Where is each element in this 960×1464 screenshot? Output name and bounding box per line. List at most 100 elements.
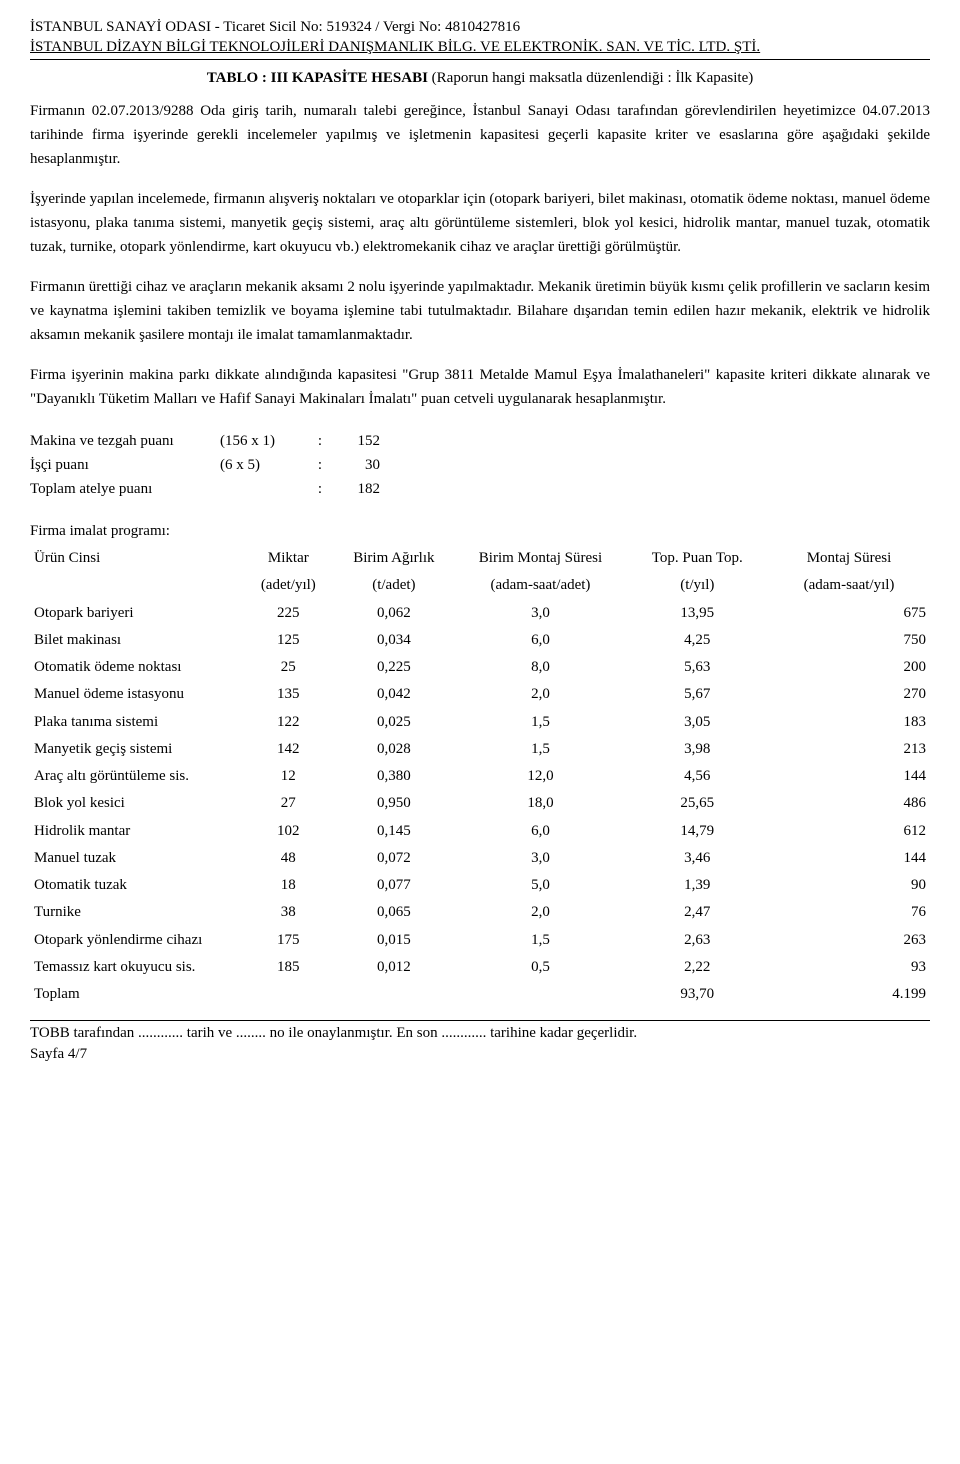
- th-sub: (t/adet): [333, 572, 454, 599]
- cell-birim-montaj: 5,0: [454, 872, 626, 899]
- cell-birim-montaj: 0,5: [454, 954, 626, 981]
- cell-montaj-suresi: 612: [768, 818, 930, 845]
- cell-montaj-suresi: 144: [768, 763, 930, 790]
- paragraph-3: Firmanın ürettiği cihaz ve araçların mek…: [30, 275, 930, 347]
- score-colon: :: [310, 477, 330, 501]
- cell-montaj-suresi: 76: [768, 899, 930, 926]
- table-row: Manyetik geçiş sistemi1420,0281,53,98213: [30, 736, 930, 763]
- cell-birim-agirlik: 0,225: [333, 654, 454, 681]
- cell-name: Araç altı görüntüleme sis.: [30, 763, 243, 790]
- cell-top-puan: 3,46: [627, 845, 768, 872]
- cell-birim-montaj: 8,0: [454, 654, 626, 681]
- cell-name: Manuel ödeme istasyonu: [30, 681, 243, 708]
- score-formula: (6 x 5): [220, 453, 310, 477]
- table-row: Araç altı görüntüleme sis.120,38012,04,5…: [30, 763, 930, 790]
- table-row: Blok yol kesici270,95018,025,65486: [30, 790, 930, 817]
- table-title-rest: (Raporun hangi maksatla düzenlendiği : İ…: [428, 70, 753, 86]
- cell-montaj-suresi: 183: [768, 709, 930, 736]
- cell-top-puan: 4,25: [627, 627, 768, 654]
- cell-birim-agirlik: 0,065: [333, 899, 454, 926]
- score-label: Toplam atelye puanı: [30, 477, 220, 501]
- header-line-1: İSTANBUL SANAYİ ODASI - Ticaret Sicil No…: [30, 18, 930, 38]
- cell-name: Bilet makinası: [30, 627, 243, 654]
- table-row: Plaka tanıma sistemi1220,0251,53,05183: [30, 709, 930, 736]
- table-header-row-2: (adet/yıl) (t/adet) (adam-saat/adet) (t/…: [30, 572, 930, 599]
- cell-name: Otomatik tuzak: [30, 872, 243, 899]
- cell-name: Blok yol kesici: [30, 790, 243, 817]
- th-birim-montaj: Birim Montaj Süresi: [454, 545, 626, 572]
- th-birim-agirlik: Birim Ağırlık: [333, 545, 454, 572]
- cell-name: Manyetik geçiş sistemi: [30, 736, 243, 763]
- cell-birim-agirlik: 0,028: [333, 736, 454, 763]
- score-value: 30: [330, 453, 380, 477]
- production-table: Ürün Cinsi Miktar Birim Ağırlık Birim Mo…: [30, 545, 930, 1008]
- score-formula: (156 x 1): [220, 429, 310, 453]
- program-title: Firma imalat programı:: [30, 519, 930, 543]
- cell-birim-agirlik: 0,015: [333, 927, 454, 954]
- score-label: İşçi puanı: [30, 453, 220, 477]
- cell-top-puan: 5,63: [627, 654, 768, 681]
- cell-top-puan: 13,95: [627, 600, 768, 627]
- cell-montaj-suresi: 200: [768, 654, 930, 681]
- th-urun: Ürün Cinsi: [30, 545, 243, 572]
- footer-line-1: TOBB tarafından ............ tarih ve ..…: [30, 1023, 930, 1044]
- total-tms: 4.199: [768, 981, 930, 1008]
- th-sub: [30, 572, 243, 599]
- cell-miktar: 12: [243, 763, 333, 790]
- cell-miktar: 18: [243, 872, 333, 899]
- cell-birim-montaj: 3,0: [454, 845, 626, 872]
- th-sub: (adam-saat/adet): [454, 572, 626, 599]
- total-tp: 93,70: [627, 981, 768, 1008]
- cell-montaj-suresi: 270: [768, 681, 930, 708]
- score-colon: :: [310, 429, 330, 453]
- score-table: Makina ve tezgah puanı (156 x 1) : 152 İ…: [30, 429, 930, 501]
- th-sub: (adet/yıl): [243, 572, 333, 599]
- score-value: 182: [330, 477, 380, 501]
- cell-birim-montaj: 1,5: [454, 927, 626, 954]
- cell-miktar: 122: [243, 709, 333, 736]
- cell-birim-agirlik: 0,145: [333, 818, 454, 845]
- cell-top-puan: 1,39: [627, 872, 768, 899]
- cell-name: Otomatik ödeme noktası: [30, 654, 243, 681]
- cell-name: Plaka tanıma sistemi: [30, 709, 243, 736]
- table-title: TABLO : III KAPASİTE HESABI (Raporun han…: [30, 70, 930, 87]
- cell-birim-agirlik: 0,380: [333, 763, 454, 790]
- table-total-row: Toplam 93,70 4.199: [30, 981, 930, 1008]
- table-row: Otomatik ödeme noktası250,2258,05,63200: [30, 654, 930, 681]
- cell-birim-montaj: 6,0: [454, 627, 626, 654]
- cell-name: Hidrolik mantar: [30, 818, 243, 845]
- table-row: Turnike380,0652,02,4776: [30, 899, 930, 926]
- cell-montaj-suresi: 486: [768, 790, 930, 817]
- cell-birim-montaj: 2,0: [454, 681, 626, 708]
- score-row: Makina ve tezgah puanı (156 x 1) : 152: [30, 429, 930, 453]
- cell-top-puan: 25,65: [627, 790, 768, 817]
- cell-montaj-suresi: 263: [768, 927, 930, 954]
- cell-miktar: 185: [243, 954, 333, 981]
- table-row: Hidrolik mantar1020,1456,014,79612: [30, 818, 930, 845]
- cell-name: Temassız kart okuyucu sis.: [30, 954, 243, 981]
- cell-birim-montaj: 12,0: [454, 763, 626, 790]
- table-row: Manuel tuzak480,0723,03,46144: [30, 845, 930, 872]
- cell-miktar: 142: [243, 736, 333, 763]
- cell-miktar: 135: [243, 681, 333, 708]
- cell-birim-montaj: 3,0: [454, 600, 626, 627]
- cell-montaj-suresi: 144: [768, 845, 930, 872]
- cell-top-puan: 14,79: [627, 818, 768, 845]
- cell-birim-agirlik: 0,077: [333, 872, 454, 899]
- th-top-puan: Top. Puan Top.: [627, 545, 768, 572]
- table-row: Manuel ödeme istasyonu1350,0422,05,67270: [30, 681, 930, 708]
- cell-name: Turnike: [30, 899, 243, 926]
- cell-birim-montaj: 18,0: [454, 790, 626, 817]
- cell-miktar: 38: [243, 899, 333, 926]
- divider-top: [30, 59, 930, 60]
- paragraph-2: İşyerinde yapılan incelemede, firmanın a…: [30, 187, 930, 259]
- cell-montaj-suresi: 93: [768, 954, 930, 981]
- cell-top-puan: 3,05: [627, 709, 768, 736]
- cell-miktar: 225: [243, 600, 333, 627]
- th-miktar: Miktar: [243, 545, 333, 572]
- footer: TOBB tarafından ............ tarih ve ..…: [30, 1020, 930, 1065]
- cell-miktar: 102: [243, 818, 333, 845]
- cell-birim-agirlik: 0,062: [333, 600, 454, 627]
- table-row: Otomatik tuzak180,0775,01,3990: [30, 872, 930, 899]
- cell-montaj-suresi: 90: [768, 872, 930, 899]
